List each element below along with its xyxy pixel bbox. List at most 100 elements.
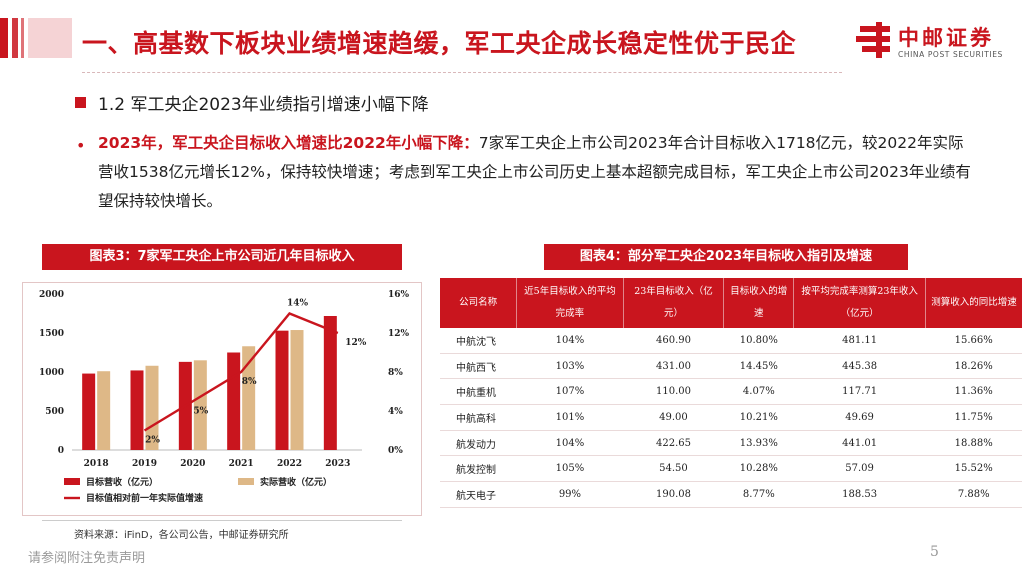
table-cell: 中航沈飞	[440, 328, 517, 354]
x-tick-label: 2018	[84, 459, 109, 469]
y-right-tick-label: 0%	[388, 446, 403, 456]
legend-label-target: 目标营收（亿元）	[86, 476, 158, 488]
title-divider	[82, 72, 842, 73]
x-tick-label: 2019	[132, 459, 157, 469]
table4-title: 图表4：部分军工央企2023年目标收入指引及增速	[544, 244, 908, 270]
header-company: 公司名称	[440, 278, 518, 328]
table-row: 中航西飞 103% 431.00 14.45% 445.38 18.26%	[440, 353, 1022, 380]
table-cell: 7.88%	[925, 481, 1022, 508]
logo-subtext: CHINA POST SECURITIES	[898, 50, 1003, 59]
growth-data-label: 14%	[287, 299, 309, 309]
growth-data-label: 8%	[242, 377, 257, 387]
table-cell: 航发动力	[440, 430, 517, 457]
table-row: 航天电子 99% 190.08 8.77% 188.53 7.88%	[440, 481, 1022, 508]
bar-target-revenue	[130, 370, 144, 450]
table-row: 中航重机 107% 110.00 4.07% 117.71 11.36%	[440, 378, 1022, 406]
table-cell: 11.75%	[925, 404, 1022, 431]
paragraph-body: 7家军工央企上市公司2023年合计目标收入1718亿元，较2022年实际营收15…	[98, 134, 971, 210]
disclaimer-link[interactable]: 请参阅附注免责声明	[28, 551, 146, 566]
table-cell: 10.28%	[723, 455, 794, 483]
table-header-row: 公司名称 近5年目标收入的平均完成率 23年目标收入（亿元） 目标收入的增速 按…	[440, 278, 1022, 328]
table-cell: 18.26%	[925, 353, 1022, 380]
bar-target-revenue	[227, 352, 241, 450]
guidance-table: 公司名称 近5年目标收入的平均完成率 23年目标收入（亿元） 目标收入的增速 按…	[440, 278, 1022, 508]
bar-target-revenue	[82, 373, 96, 450]
table-cell: 13.93%	[723, 430, 794, 457]
table-cell: 441.01	[793, 430, 926, 457]
source-note: 资料来源：iFinD，各公司公告，中邮证券研究所	[74, 530, 289, 541]
x-tick-label: 2022	[277, 459, 302, 469]
legend-swatch-actual	[238, 478, 254, 485]
table-cell: 460.90	[623, 328, 724, 354]
table-cell: 105%	[516, 455, 624, 483]
growth-data-label: 12%	[345, 338, 367, 348]
table-cell: 15.66%	[925, 328, 1022, 354]
table-cell: 中航西飞	[440, 353, 517, 380]
table-cell: 104%	[516, 328, 624, 354]
y-right-tick-label: 8%	[388, 368, 403, 378]
y-right-tick-label: 4%	[388, 407, 403, 417]
chart3-frame	[22, 282, 422, 516]
chart3-title: 图表3：7家军工央企上市公司近几年目标收入	[42, 244, 402, 270]
table-cell: 4.07%	[723, 378, 794, 406]
legend-label-actual: 实际营收（亿元）	[260, 476, 332, 488]
table-cell: 57.09	[793, 455, 926, 483]
y-right-tick-label: 12%	[388, 329, 410, 339]
x-tick-label: 2020	[180, 459, 205, 469]
bar-actual-revenue	[193, 360, 207, 450]
table-cell: 481.11	[793, 328, 926, 354]
company-logo: 中邮证券 CHINA POST SECURITIES	[856, 20, 1016, 66]
table-cell: 54.50	[623, 455, 724, 483]
table-row: 航发控制 105% 54.50 10.28% 57.09 15.52%	[440, 455, 1022, 483]
growth-data-label: 2%	[145, 436, 160, 446]
logo-text: 中邮证券	[898, 26, 994, 50]
china-post-logo-icon	[856, 22, 890, 58]
table-cell: 49.69	[793, 404, 926, 431]
slide-title: 一、高基数下板块业绩增速趋缓，军工央企成长稳定性优于民企	[82, 29, 797, 58]
table-cell: 中航高科	[440, 404, 517, 431]
page-number: 5	[930, 544, 939, 560]
section-subtitle: 1.2 军工央企2023年业绩指引增速小幅下降	[98, 95, 429, 115]
table-cell: 18.88%	[925, 430, 1022, 457]
table-cell: 445.38	[793, 353, 926, 380]
table-cell: 14.45%	[723, 353, 794, 380]
header-stripes	[12, 18, 72, 58]
table-cell: 104%	[516, 430, 624, 457]
header-target-growth: 目标收入的增速	[723, 278, 795, 328]
table-cell: 101%	[516, 404, 624, 431]
paragraph-highlight: 2023年，军工央企目标收入增速比2022年小幅下降：	[98, 134, 479, 152]
header-estimated-revenue: 按平均完成率测算23年收入（亿元）	[793, 278, 926, 328]
bar-actual-revenue	[290, 330, 304, 450]
table-cell: 11.36%	[925, 378, 1022, 406]
growth-data-label: 5%	[193, 406, 208, 416]
table-cell: 190.08	[623, 481, 724, 508]
bar-actual-revenue	[97, 371, 111, 450]
y-right-tick-label: 16%	[388, 290, 410, 300]
table-cell: 航发控制	[440, 455, 517, 483]
y-left-tick-label: 1000	[39, 368, 64, 378]
subheading-marker	[75, 97, 86, 108]
bar-target-revenue	[275, 330, 289, 450]
table-cell: 99%	[516, 481, 624, 508]
header-accent-bar	[0, 18, 8, 58]
x-tick-label: 2023	[325, 459, 350, 469]
table-row: 中航高科 101% 49.00 10.21% 49.69 11.75%	[440, 404, 1022, 431]
table-cell: 中航重机	[440, 378, 517, 406]
bullet-dot: •	[76, 136, 86, 155]
header-estimated-growth: 测算收入的同比增速	[925, 278, 1022, 328]
y-left-tick-label: 1500	[39, 329, 64, 339]
table-cell: 107%	[516, 378, 624, 406]
table-cell: 15.52%	[925, 455, 1022, 483]
table-cell: 110.00	[623, 378, 724, 406]
table-cell: 8.77%	[723, 481, 794, 508]
growth-line	[143, 312, 339, 432]
body-paragraph: 2023年，军工央企目标收入增速比2022年小幅下降：7家军工央企上市公司202…	[98, 129, 978, 216]
table-cell: 10.80%	[723, 328, 794, 354]
header-target-revenue: 23年目标收入（亿元）	[623, 278, 725, 328]
y-left-tick-label: 2000	[39, 290, 64, 300]
x-tick-label: 2021	[229, 459, 254, 469]
table-cell: 188.53	[793, 481, 926, 508]
legend-label-growth: 目标值相对前一年实际值增速	[86, 492, 203, 504]
y-left-tick-label: 500	[45, 407, 64, 417]
table-cell: 航天电子	[440, 481, 517, 508]
